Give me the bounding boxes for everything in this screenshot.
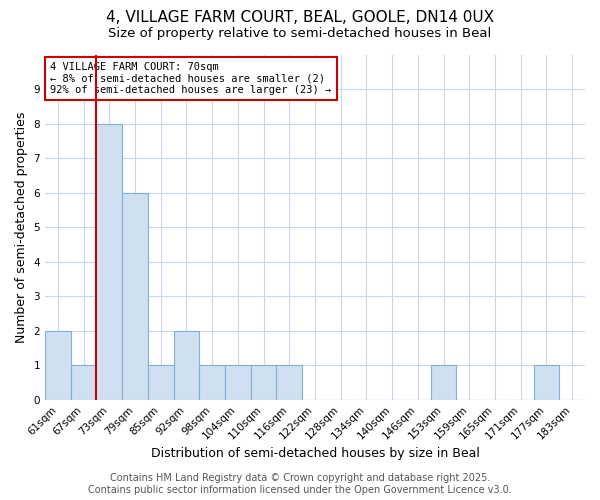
X-axis label: Distribution of semi-detached houses by size in Beal: Distribution of semi-detached houses by … xyxy=(151,447,479,460)
Text: 4 VILLAGE FARM COURT: 70sqm
← 8% of semi-detached houses are smaller (2)
92% of : 4 VILLAGE FARM COURT: 70sqm ← 8% of semi… xyxy=(50,62,332,95)
Bar xyxy=(148,366,173,400)
Text: 4, VILLAGE FARM COURT, BEAL, GOOLE, DN14 0UX: 4, VILLAGE FARM COURT, BEAL, GOOLE, DN14… xyxy=(106,10,494,25)
Bar xyxy=(277,366,302,400)
Y-axis label: Number of semi-detached properties: Number of semi-detached properties xyxy=(15,112,28,343)
Bar xyxy=(199,366,225,400)
Bar xyxy=(173,331,199,400)
Text: Contains HM Land Registry data © Crown copyright and database right 2025.
Contai: Contains HM Land Registry data © Crown c… xyxy=(88,474,512,495)
Bar xyxy=(225,366,251,400)
Bar xyxy=(97,124,122,400)
Bar xyxy=(122,193,148,400)
Bar xyxy=(431,366,457,400)
Bar xyxy=(45,331,71,400)
Text: Size of property relative to semi-detached houses in Beal: Size of property relative to semi-detach… xyxy=(109,28,491,40)
Bar xyxy=(251,366,277,400)
Bar xyxy=(533,366,559,400)
Bar xyxy=(71,366,97,400)
